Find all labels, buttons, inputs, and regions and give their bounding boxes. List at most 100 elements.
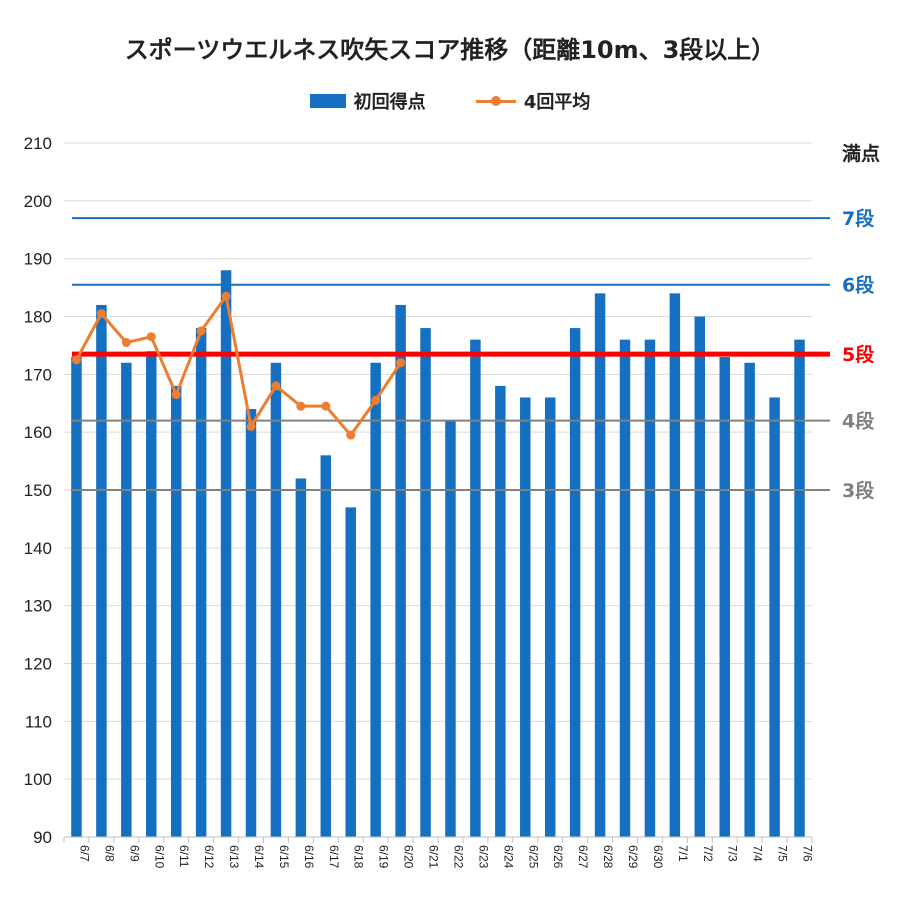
x-tick-label: 6/19 (377, 845, 391, 869)
reference-label: 3段 (842, 479, 875, 502)
y-tick-label: 190 (24, 250, 52, 269)
bar (395, 304, 406, 837)
average-point (321, 401, 331, 411)
reference-label: 5段 (842, 343, 875, 366)
bar (121, 362, 132, 837)
y-tick-label: 130 (24, 597, 52, 616)
x-tick-label: 6/10 (152, 845, 166, 869)
x-tick-label: 6/29 (626, 845, 640, 869)
bar (744, 362, 755, 837)
legend-bar-swatch (309, 94, 346, 108)
bar (71, 356, 82, 837)
x-tick-label: 6/13 (227, 845, 241, 869)
average-point (371, 395, 381, 405)
bar (719, 356, 730, 837)
x-tick-label: 7/6 (801, 845, 815, 862)
bar (320, 455, 332, 837)
bar (470, 339, 481, 837)
reference-label: 6段 (842, 274, 875, 297)
average-point (346, 430, 356, 440)
bar (445, 420, 456, 837)
bar (669, 293, 681, 837)
legend-line-swatch (475, 94, 516, 108)
average-point (396, 358, 406, 368)
y-tick-label: 160 (24, 423, 52, 442)
bar (495, 385, 506, 837)
average-point (121, 338, 131, 348)
y-tick-label: 120 (24, 655, 52, 674)
average-point (221, 291, 231, 301)
bar (270, 362, 282, 837)
legend-item-average: 4回平均 (475, 88, 591, 114)
x-tick-label: 6/26 (551, 845, 565, 869)
x-tick-label: 6/18 (352, 845, 366, 869)
bar (694, 316, 706, 837)
x-tick-label: 6/12 (202, 845, 216, 869)
x-tick-label: 6/23 (476, 845, 490, 869)
x-tick-label: 6/20 (402, 845, 416, 869)
x-tick-label: 6/24 (501, 845, 515, 869)
x-tick-label: 6/28 (601, 845, 615, 869)
x-tick-label: 6/15 (277, 845, 291, 869)
bar (520, 397, 531, 837)
bar (619, 339, 631, 837)
x-tick-label: 7/3 (726, 845, 740, 862)
x-tick-label: 6/8 (102, 845, 116, 862)
x-tick-label: 6/27 (576, 845, 590, 869)
y-tick-label: 110 (25, 712, 52, 731)
average-point (146, 332, 156, 342)
legend: 初回得点 4回平均 (0, 88, 900, 114)
average-point (96, 309, 106, 319)
bar (794, 339, 805, 837)
y-tick-label: 150 (24, 481, 52, 500)
average-point (296, 401, 306, 411)
bar (370, 362, 381, 837)
bar (170, 385, 182, 837)
average-point (246, 421, 256, 431)
average-point (171, 390, 181, 400)
bar (544, 397, 556, 837)
y-tick-label: 140 (24, 539, 52, 558)
y-tick-label: 200 (24, 192, 52, 211)
x-tick-label: 6/22 (451, 845, 465, 869)
reference-label: 満点 (842, 143, 880, 165)
bar (195, 328, 207, 837)
average-point (71, 355, 81, 365)
x-tick-label: 6/9 (127, 845, 141, 862)
y-tick-label: 90 (33, 828, 52, 847)
x-tick-label: 7/1 (676, 845, 690, 862)
legend-item-first-score: 初回得点 (309, 88, 426, 114)
bar (345, 507, 356, 837)
x-tick-label: 6/25 (526, 845, 540, 869)
x-tick-label: 6/11 (177, 845, 191, 868)
bar (594, 293, 606, 837)
y-tick-label: 100 (24, 770, 52, 789)
x-tick-label: 6/16 (302, 845, 316, 869)
y-tick-label: 170 (24, 365, 52, 384)
y-tick-label: 180 (24, 308, 52, 327)
bar (644, 339, 656, 837)
bar (220, 270, 232, 837)
x-tick-label: 6/21 (427, 845, 441, 869)
x-tick-label: 6/7 (77, 845, 91, 862)
x-tick-label: 6/14 (252, 845, 266, 869)
bar (769, 397, 780, 837)
x-tick-label: 7/5 (776, 845, 790, 862)
bar (96, 304, 107, 837)
bar (569, 328, 581, 837)
average-point (196, 326, 206, 336)
y-tick-label: 210 (24, 134, 52, 153)
bar (146, 351, 157, 837)
reference-label: 4段 (842, 410, 875, 433)
average-point (271, 381, 281, 391)
bar (245, 409, 257, 837)
x-tick-label: 7/2 (701, 845, 715, 862)
reference-label: 7段 (842, 207, 875, 230)
x-tick-label: 7/4 (751, 845, 765, 862)
bar (420, 328, 431, 837)
x-tick-label: 6/30 (651, 845, 665, 869)
bar (295, 478, 307, 837)
legend-label-first-score: 初回得点 (353, 92, 426, 113)
legend-label-average: 4回平均 (523, 92, 591, 113)
